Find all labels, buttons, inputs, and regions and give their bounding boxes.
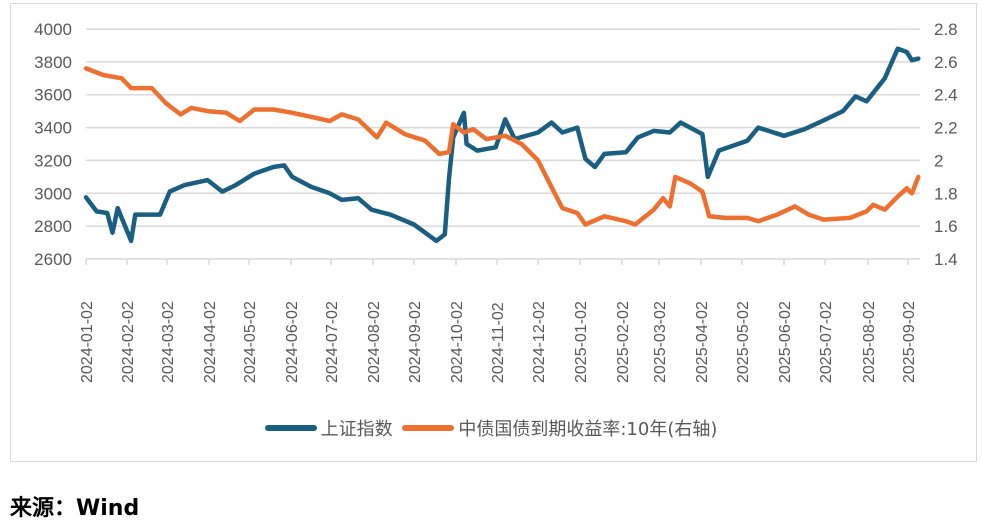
y-right-tick-label: 1.4 bbox=[934, 250, 958, 269]
series-line-bond-yield bbox=[83, 66, 921, 227]
legend-item-bond: 中债国债到期收益率:10年(右轴) bbox=[402, 415, 717, 441]
legend-label: 中债国债到期收益率:10年(右轴) bbox=[458, 419, 718, 440]
y-left-tick-label: 2800 bbox=[34, 217, 72, 236]
x-tick-label: 2024-09-02 bbox=[407, 301, 424, 383]
y-right-tick-label: 1.8 bbox=[934, 184, 958, 203]
x-tick-label: 2024-01-02 bbox=[79, 301, 96, 383]
legend-item-sse: 上证指数 bbox=[264, 415, 393, 441]
legend-swatch-sse bbox=[264, 425, 317, 431]
x-tick-label: 2025-05-02 bbox=[735, 301, 752, 383]
chart-frame bbox=[10, 3, 977, 462]
x-tick-label: 2024-10-02 bbox=[449, 301, 466, 383]
x-tick-label: 2025-09-02 bbox=[901, 301, 918, 383]
x-tick-label: 2024-12-02 bbox=[531, 301, 548, 383]
y-right-tick-label: 2.8 bbox=[934, 20, 958, 39]
x-tick-label: 2025-03-02 bbox=[652, 301, 669, 383]
y-left-tick-label: 4000 bbox=[34, 20, 72, 39]
y-left-tick-label: 3400 bbox=[34, 119, 72, 138]
y-right-tick-label: 2.4 bbox=[934, 86, 958, 105]
x-tick-label: 2025-02-02 bbox=[615, 301, 632, 383]
y-left-tick-label: 3600 bbox=[34, 86, 72, 105]
legend-swatch-bond bbox=[402, 425, 455, 431]
x-tick-label: 2024-08-02 bbox=[366, 301, 383, 383]
y-left-tick-label: 3000 bbox=[34, 184, 72, 203]
y-left-tick-label: 3800 bbox=[34, 53, 72, 72]
y-left-tick-label: 3200 bbox=[34, 151, 72, 170]
x-tick-label: 2024-03-02 bbox=[160, 301, 177, 383]
y-left-tick-label: 2600 bbox=[34, 250, 72, 269]
legend-label: 上证指数 bbox=[320, 419, 393, 440]
x-tick-label: 2024-05-02 bbox=[242, 301, 259, 383]
series-line-sse bbox=[83, 46, 921, 244]
x-tick-label: 2025-01-02 bbox=[573, 301, 590, 383]
legend: 上证指数 中债国债到期收益率:10年(右轴) bbox=[0, 415, 982, 441]
x-tick-label: 2025-08-02 bbox=[861, 301, 878, 383]
x-tick-label: 2025-07-02 bbox=[818, 301, 835, 383]
x-tick-label: 2024-02-02 bbox=[120, 301, 137, 383]
x-tick-label: 2025-06-02 bbox=[777, 301, 794, 383]
x-tick-label: 2024-07-02 bbox=[324, 301, 341, 383]
x-tick-label: 2024-11-02 bbox=[490, 302, 507, 383]
y-right-tick-label: 2.2 bbox=[934, 119, 958, 138]
source-note: 来源：Wind bbox=[10, 496, 140, 521]
x-tick-label: 2024-04-02 bbox=[202, 301, 219, 383]
y-right-tick-label: 2 bbox=[934, 151, 943, 170]
y-right-tick-label: 2.6 bbox=[934, 53, 958, 72]
line-chart: 2600 2800 3000 3200 3400 3600 3800 4000 1.4 1.6 1.… bbox=[34, 20, 958, 383]
y-right-tick-label: 1.6 bbox=[934, 217, 958, 236]
x-tick-label: 2025-04-02 bbox=[694, 301, 711, 383]
x-tick-label: 2024-06-02 bbox=[284, 301, 301, 383]
